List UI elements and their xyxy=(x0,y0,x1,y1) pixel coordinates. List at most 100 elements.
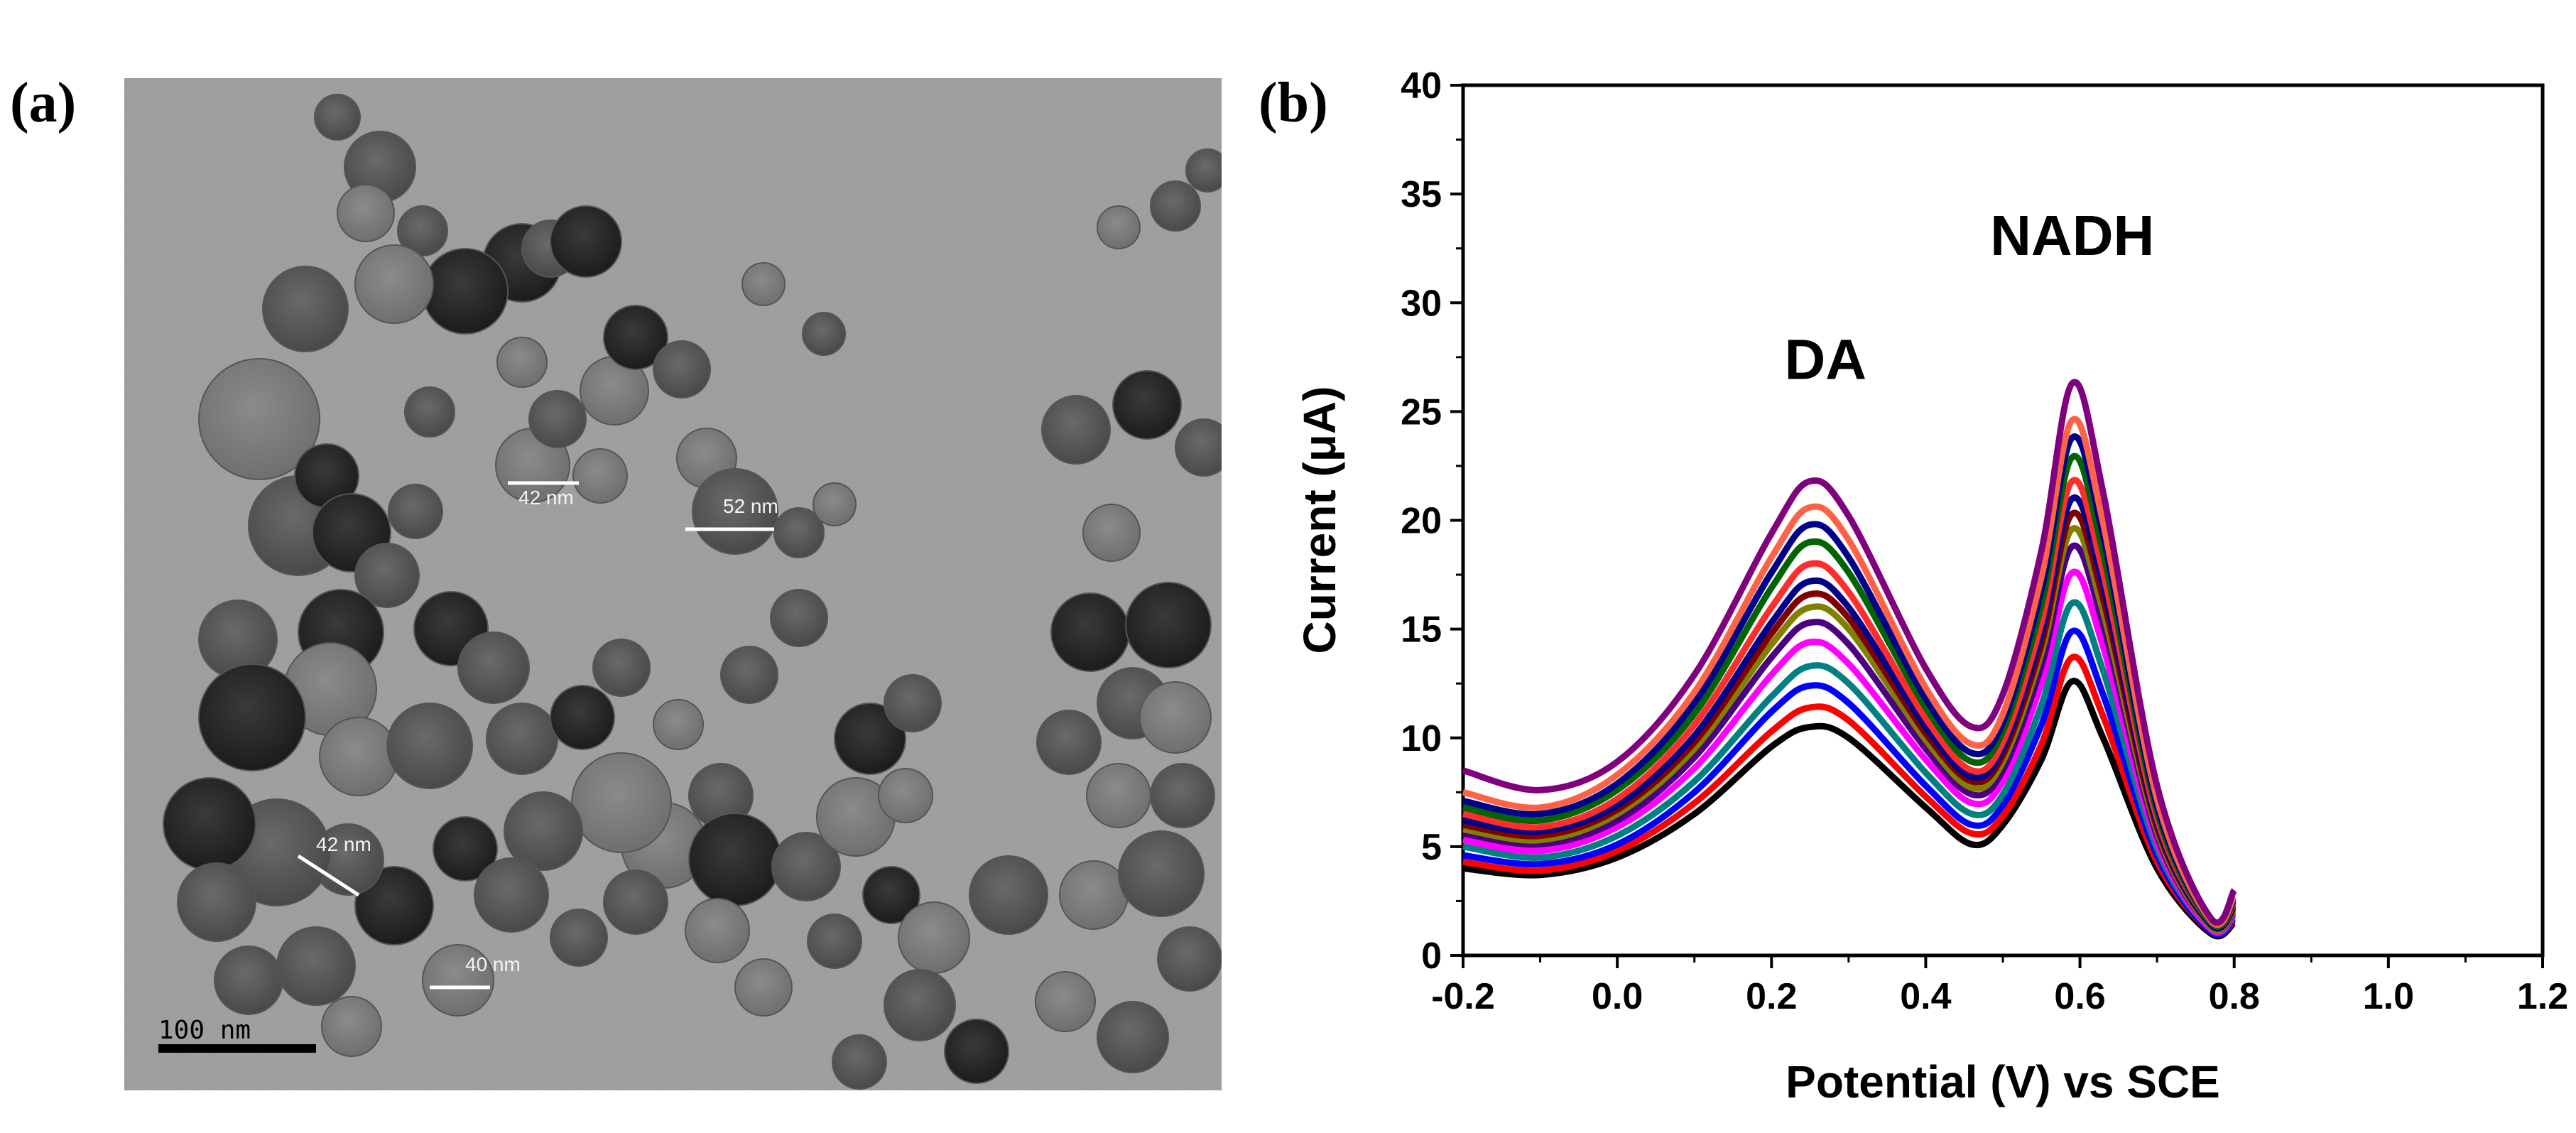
series-line-13 xyxy=(1462,416,2237,928)
series-line-3 xyxy=(1462,627,2237,938)
nanoparticle xyxy=(1050,592,1130,672)
nanoparticle xyxy=(692,468,778,555)
nanoparticle xyxy=(572,448,628,504)
y-tick-label: 10 xyxy=(1401,718,1442,759)
nanoparticle xyxy=(832,1034,887,1090)
nanoparticle xyxy=(388,484,443,539)
nanoparticle xyxy=(214,945,283,1015)
x-axis-title: Potential (V) vs SCE xyxy=(1786,1056,2220,1107)
nanoparticle xyxy=(404,386,455,438)
nanoparticle xyxy=(741,262,786,306)
y-tick-label: 0 xyxy=(1421,936,1442,977)
nanoparticle xyxy=(1150,763,1215,828)
size-label-3: 42 nm xyxy=(316,833,371,855)
series-line-2 xyxy=(1462,654,2237,938)
nanoparticle xyxy=(276,926,356,1006)
nanoparticle xyxy=(1059,860,1129,930)
peak-label-nadh: NADH xyxy=(1990,204,2154,267)
nanoparticle xyxy=(1041,395,1111,465)
nanoparticle xyxy=(1112,370,1182,440)
y-tick-label: 20 xyxy=(1401,501,1442,542)
nanoparticle xyxy=(504,791,583,871)
nanoparticle xyxy=(898,901,970,974)
nanoparticle xyxy=(653,699,704,750)
nanoparticle xyxy=(592,639,651,697)
panel-a-label: (a) xyxy=(10,72,77,134)
y-tick-label: 5 xyxy=(1421,827,1442,868)
scale-bar-label: 100 nm xyxy=(158,1016,251,1045)
nanoparticle xyxy=(770,589,828,647)
nanoparticle xyxy=(802,312,846,356)
nanoparticle xyxy=(496,337,548,388)
size-label-2: 52 nm xyxy=(723,495,778,517)
nanoparticle xyxy=(884,969,956,1041)
peak-label-da: DA xyxy=(1785,327,1867,391)
nanoparticle xyxy=(878,768,933,823)
nanoparticle xyxy=(1086,763,1151,828)
nanoparticle xyxy=(720,646,778,704)
nanoparticle xyxy=(550,205,622,278)
dpv-chart: -0.2 0.0 0.2 0.4 0.6 0.8 1.0 1.2 0 5 10 15 20 25 30 35 4… xyxy=(1294,65,2568,1107)
nanoparticle xyxy=(1139,681,1212,754)
nanoparticle xyxy=(262,266,349,352)
x-tick-label: 1.0 xyxy=(2363,976,2414,1017)
y-tick-label: 25 xyxy=(1401,391,1442,433)
nanoparticle xyxy=(550,685,615,750)
series-line-4 xyxy=(1462,599,2237,936)
nanoparticle xyxy=(354,866,434,945)
nanoparticle xyxy=(1118,830,1205,917)
y-tick-label: 40 xyxy=(1401,65,1442,107)
nanoparticle xyxy=(1082,504,1141,562)
nanoparticle xyxy=(550,909,608,967)
x-tick-label: 1.2 xyxy=(2517,976,2568,1017)
x-tick-label: -0.2 xyxy=(1431,976,1495,1017)
x-tick-label: 0.0 xyxy=(1592,976,1643,1017)
nanoparticle xyxy=(1097,205,1141,249)
y-tick-label: 30 xyxy=(1401,283,1442,324)
nanoparticle xyxy=(422,944,494,1017)
x-tick-label: 0.4 xyxy=(1900,976,1951,1017)
nanoparticle xyxy=(177,862,256,942)
nanoparticle xyxy=(734,958,793,1017)
x-tick-label: 0.2 xyxy=(1746,976,1797,1017)
nanoparticle xyxy=(603,869,668,935)
nanoparticle xyxy=(198,663,306,771)
nanoparticle xyxy=(862,866,920,924)
nanoparticle xyxy=(1125,582,1212,668)
nanoparticle xyxy=(771,832,841,901)
panel-b-label: (b) xyxy=(1259,72,1328,134)
nanoparticle xyxy=(1150,180,1201,232)
nanoparticle xyxy=(571,752,672,853)
nanoparticle xyxy=(773,507,825,558)
series-line-1 xyxy=(1462,678,2237,940)
nanoparticle xyxy=(386,703,473,789)
nanoparticle xyxy=(433,816,498,882)
nanoparticle xyxy=(1035,971,1096,1032)
x-tick-label: 0.8 xyxy=(2209,976,2260,1017)
nanoparticle xyxy=(1097,1001,1169,1073)
nanoparticle xyxy=(813,482,857,526)
tem-micrograph: 100 nm 42 nm 52 nm 42 nm 40 nm xyxy=(124,78,1222,1090)
nanoparticle xyxy=(1157,926,1222,992)
nanoparticle xyxy=(321,996,382,1057)
nanoparticle xyxy=(834,703,906,775)
nanoparticle xyxy=(807,914,862,969)
nanoparticle xyxy=(944,1019,1009,1084)
nanoparticle xyxy=(603,305,668,370)
size-label-4: 40 nm xyxy=(465,953,521,975)
nanoparticle xyxy=(457,631,530,704)
nanoparticle xyxy=(685,898,750,963)
nanoparticle xyxy=(397,205,448,256)
y-axis-title: Current (μA) xyxy=(1294,386,1345,654)
nanoparticle xyxy=(884,674,942,732)
nanoparticle xyxy=(319,717,398,796)
nanoparticle xyxy=(1175,418,1222,477)
nanoparticle xyxy=(337,184,395,242)
nanoparticle xyxy=(486,703,558,775)
nanoparticle xyxy=(354,543,420,608)
nanoparticle xyxy=(354,244,434,324)
nanoparticle xyxy=(653,340,711,399)
x-tick-label: 0.6 xyxy=(2054,976,2105,1017)
nanoparticle xyxy=(969,855,1048,935)
size-label-1: 42 nm xyxy=(518,487,574,509)
